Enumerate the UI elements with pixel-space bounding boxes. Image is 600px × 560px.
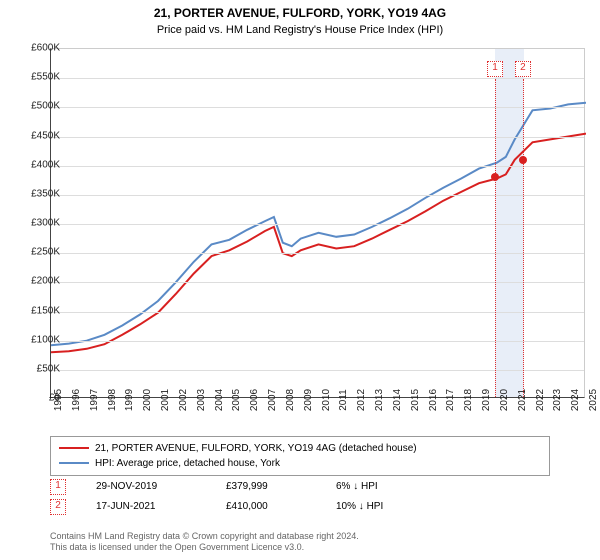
note-date: 29-NOV-2019: [96, 478, 196, 496]
x-tick-label: 2008: [285, 389, 296, 411]
x-tick-label: 1997: [89, 389, 100, 411]
sale-marker-dot: [519, 156, 527, 164]
sales-notes: 1 29-NOV-2019 £379,999 6% ↓ HPI 2 17-JUN-2021…: [50, 478, 426, 518]
legend-label: 21, PORTER AVENUE, FULFORD, YORK, YO19 4…: [95, 443, 417, 454]
y-tick-label: £0: [12, 393, 60, 404]
x-tick-label: 2002: [178, 389, 189, 411]
y-tick-label: £500K: [12, 101, 60, 112]
x-tick-label: 2014: [392, 389, 403, 411]
y-tick-label: £450K: [12, 130, 60, 141]
gridline: [51, 107, 584, 108]
sale-note-row: 2 17-JUN-2021 £410,000 10% ↓ HPI: [50, 498, 426, 516]
x-tick-label: 1996: [71, 389, 82, 411]
x-tick-label: 2015: [410, 389, 421, 411]
x-tick-label: 2021: [517, 389, 528, 411]
sale-marker-dot: [491, 173, 499, 181]
footer-line1: Contains HM Land Registry data © Crown c…: [50, 531, 359, 543]
x-tick-label: 2018: [463, 389, 474, 411]
x-tick-label: 2010: [321, 389, 332, 411]
y-tick-label: £50K: [12, 363, 60, 374]
chart-subtitle: Price paid vs. HM Land Registry's House …: [0, 22, 600, 36]
x-tick-label: 2004: [214, 389, 225, 411]
chart-area: 12 1995199619971998199920002001200220032…: [50, 48, 585, 398]
y-tick-label: £600K: [12, 43, 60, 54]
gridline: [51, 312, 584, 313]
y-tick-label: £300K: [12, 218, 60, 229]
y-tick-label: £200K: [12, 276, 60, 287]
legend-item: 21, PORTER AVENUE, FULFORD, YORK, YO19 4…: [59, 441, 541, 456]
gridline: [51, 195, 584, 196]
legend-box: 21, PORTER AVENUE, FULFORD, YORK, YO19 4…: [50, 436, 550, 476]
note-id-box: 1: [50, 479, 66, 495]
sale-marker-box: 2: [515, 61, 531, 77]
note-price: £379,999: [226, 478, 306, 496]
footer-text: Contains HM Land Registry data © Crown c…: [50, 531, 359, 554]
gridline: [51, 166, 584, 167]
legend-swatch: [59, 447, 89, 449]
gridline: [51, 137, 584, 138]
legend-swatch: [59, 462, 89, 464]
x-tick-label: 2012: [356, 389, 367, 411]
x-tick-label: 2001: [160, 389, 171, 411]
x-tick-label: 2009: [303, 389, 314, 411]
gridline: [51, 341, 584, 342]
y-tick-label: £550K: [12, 72, 60, 83]
note-id-box: 2: [50, 499, 66, 515]
gridline: [51, 253, 584, 254]
note-price: £410,000: [226, 498, 306, 516]
x-tick-label: 2023: [552, 389, 563, 411]
sale-marker-box: 1: [487, 61, 503, 77]
x-tick-label: 2020: [499, 389, 510, 411]
y-tick-label: £250K: [12, 247, 60, 258]
x-tick-label: 2017: [445, 389, 456, 411]
x-tick-label: 2024: [570, 389, 581, 411]
x-tick-label: 2022: [535, 389, 546, 411]
sale-note-row: 1 29-NOV-2019 £379,999 6% ↓ HPI: [50, 478, 426, 496]
x-tick-label: 1999: [124, 389, 135, 411]
marker-vline: [495, 79, 496, 397]
gridline: [51, 282, 584, 283]
x-tick-label: 2013: [374, 389, 385, 411]
note-date: 17-JUN-2021: [96, 498, 196, 516]
plot-region: 12: [50, 48, 585, 398]
footer-line2: This data is licensed under the Open Gov…: [50, 542, 359, 554]
y-tick-label: £400K: [12, 159, 60, 170]
x-tick-label: 2003: [196, 389, 207, 411]
note-pct: 6% ↓ HPI: [336, 478, 426, 496]
marker-vline: [523, 79, 524, 397]
x-tick-label: 2000: [142, 389, 153, 411]
chart-title: 21, PORTER AVENUE, FULFORD, YORK, YO19 4…: [0, 0, 600, 22]
chart-container: 21, PORTER AVENUE, FULFORD, YORK, YO19 4…: [0, 0, 600, 560]
x-tick-label: 2019: [481, 389, 492, 411]
gridline: [51, 370, 584, 371]
x-tick-label: 2007: [267, 389, 278, 411]
x-tick-label: 2005: [231, 389, 242, 411]
note-pct: 10% ↓ HPI: [336, 498, 426, 516]
y-tick-label: £150K: [12, 305, 60, 316]
y-tick-label: £350K: [12, 188, 60, 199]
x-tick-label: 1998: [107, 389, 118, 411]
gridline: [51, 224, 584, 225]
y-tick-label: £100K: [12, 334, 60, 345]
gridline: [51, 78, 584, 79]
legend-item: HPI: Average price, detached house, York: [59, 456, 541, 471]
legend-label: HPI: Average price, detached house, York: [95, 458, 280, 469]
x-tick-label: 2016: [428, 389, 439, 411]
x-tick-label: 2006: [249, 389, 260, 411]
x-tick-label: 2011: [338, 389, 349, 411]
x-tick-label: 2025: [588, 389, 599, 411]
